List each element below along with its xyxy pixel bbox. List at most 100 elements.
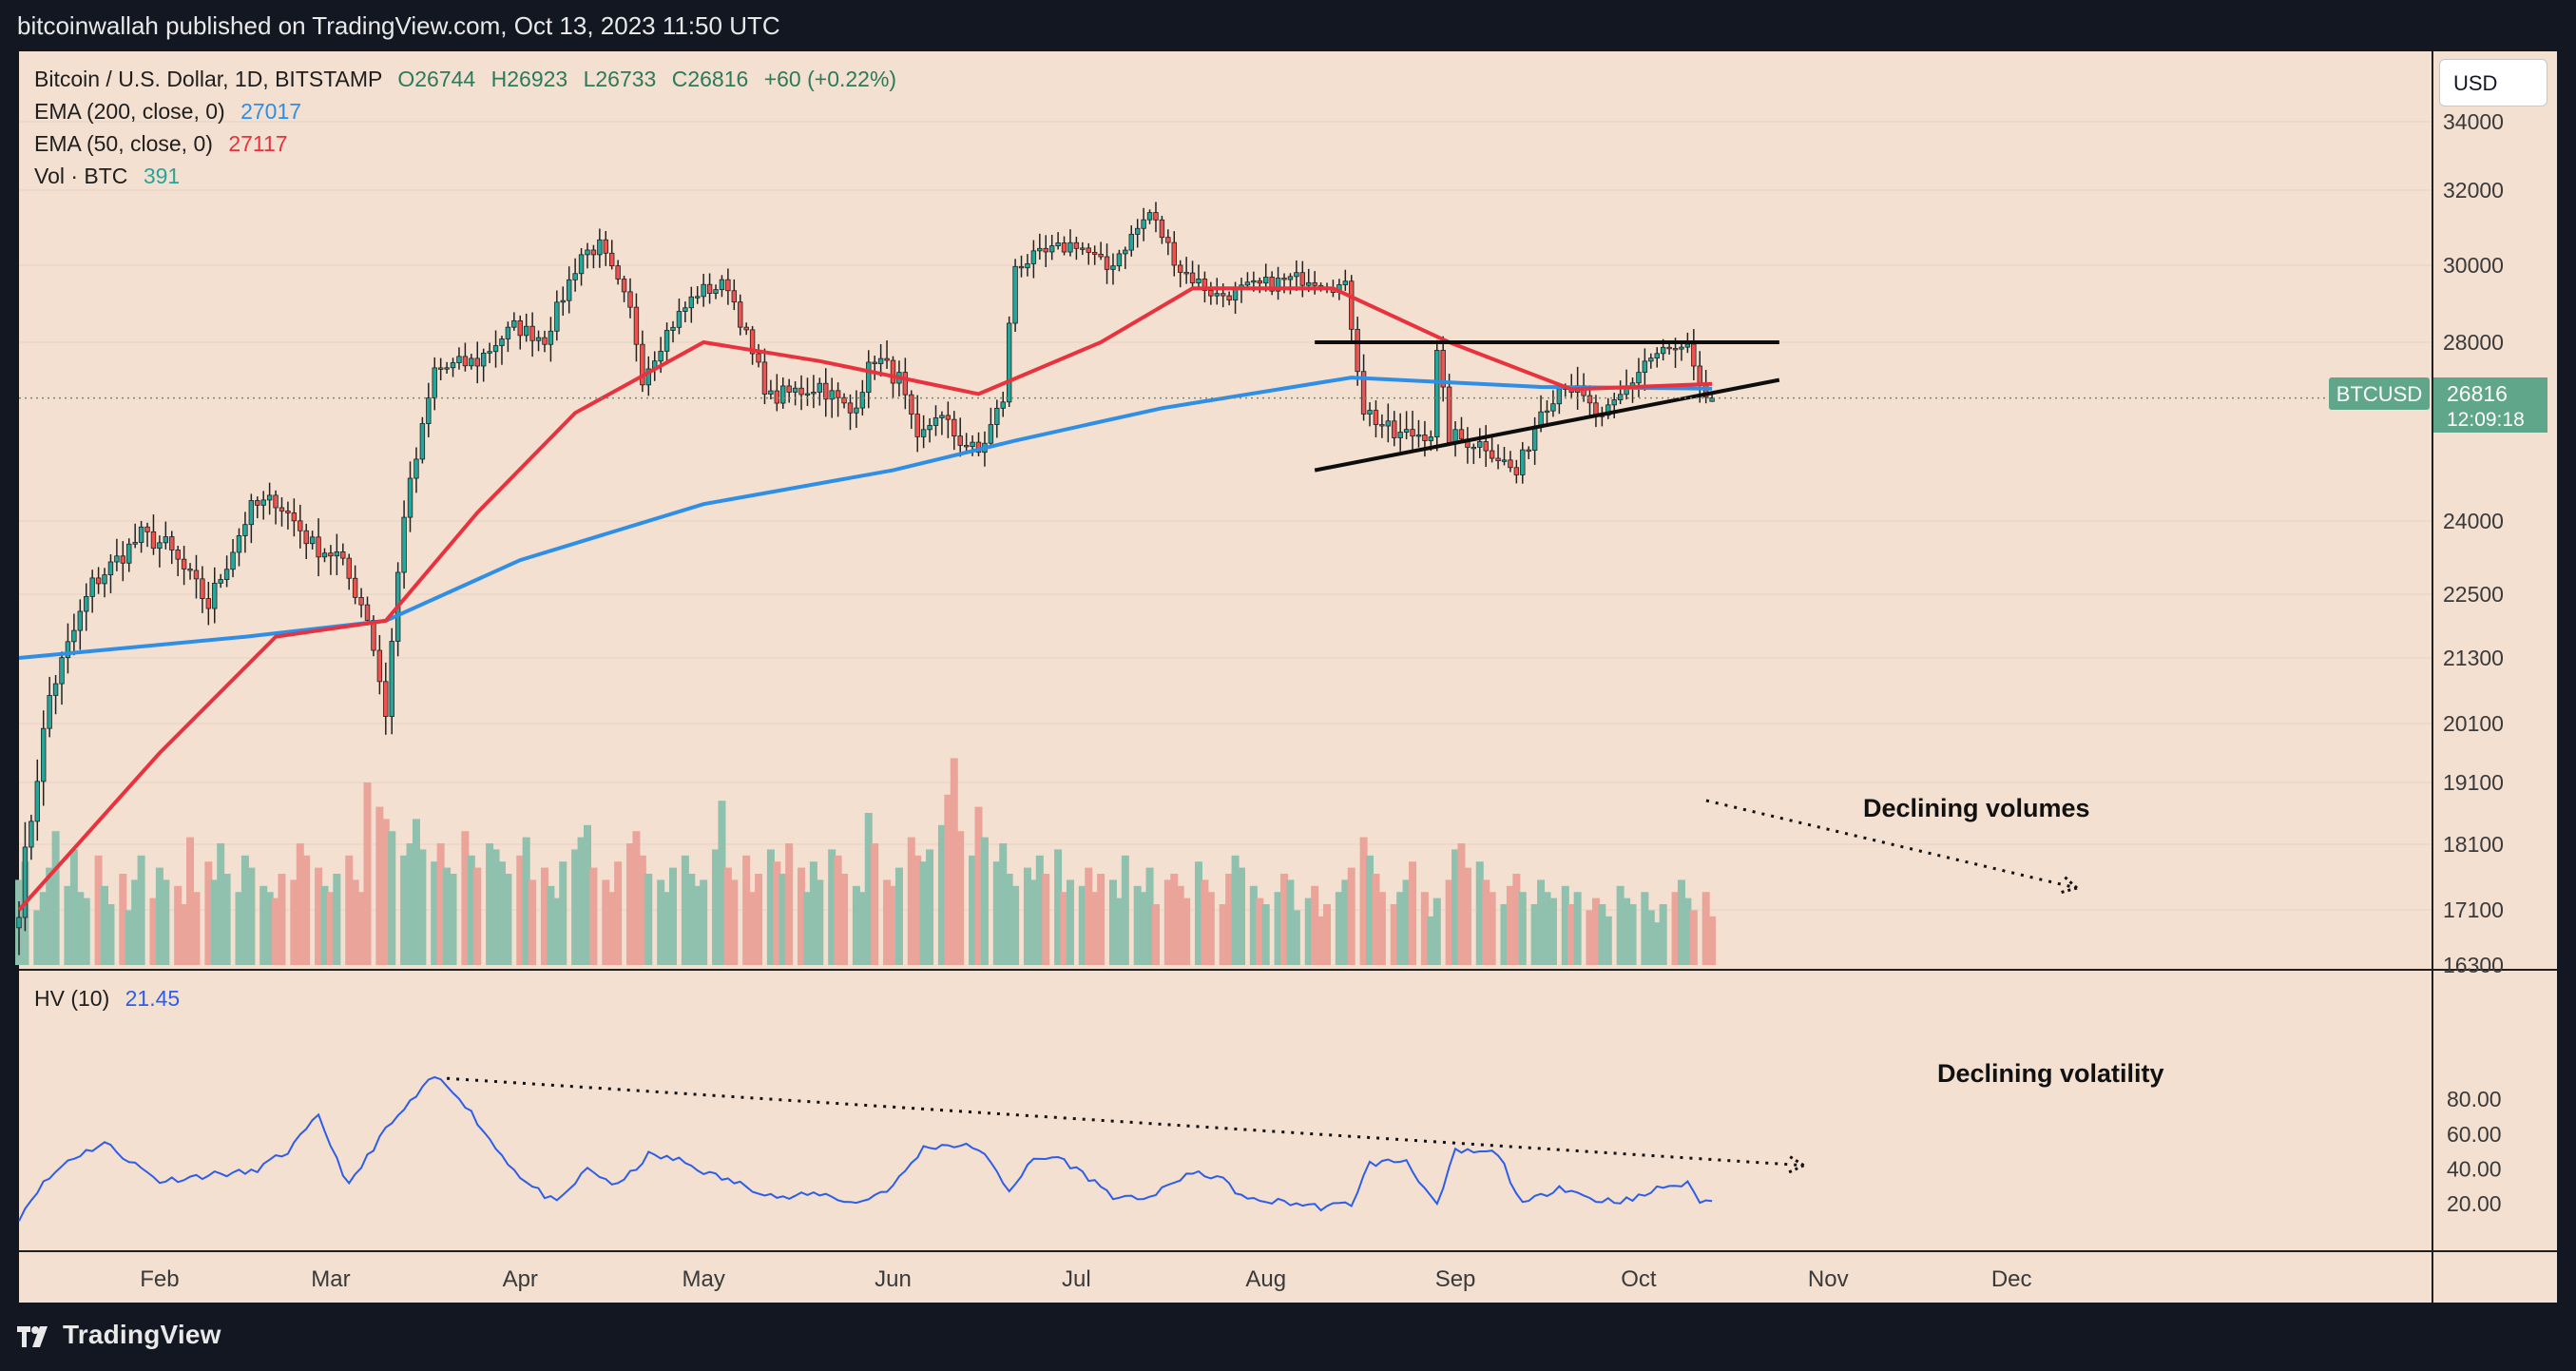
legend-hv[interactable]: HV (10) 21.45 [34, 986, 180, 1012]
volume-bar [571, 849, 580, 965]
volume-bar [1427, 916, 1435, 965]
volume-bar [773, 861, 781, 965]
candle-body [988, 424, 994, 444]
volume-bar [375, 806, 384, 965]
candle-body [890, 359, 896, 384]
ema200-label: EMA (200, close, 0) [34, 99, 225, 124]
candle-body [738, 301, 743, 328]
candle-body [603, 239, 608, 254]
volume-bar [315, 867, 323, 965]
candle-body [236, 535, 242, 553]
volume-bar [388, 831, 396, 965]
symbol-tag-bg [2329, 377, 2430, 410]
price-axis-label: 22500 [2443, 582, 2504, 607]
candle-body [1379, 424, 1385, 427]
symbol-tag-text: BTCUSD [2336, 382, 2422, 406]
volume-bar [119, 874, 127, 965]
volume-bar [1409, 861, 1417, 965]
volume-bar [326, 892, 335, 965]
currency-button[interactable]: USD [2439, 59, 2547, 106]
tradingview-logo[interactable]: TradingView [17, 1320, 221, 1350]
legend-ema50[interactable]: EMA (50, close, 0) 27117 [34, 131, 288, 157]
candle-body [1495, 457, 1501, 462]
volume-bar [1604, 916, 1612, 965]
volume-bar [577, 837, 586, 965]
candle-body [1269, 277, 1275, 292]
candle-body [1349, 280, 1355, 330]
candle-body [132, 542, 138, 545]
tradingview-logo-icon [17, 1325, 48, 1347]
candle-body [1586, 395, 1593, 404]
legend-low: L26733 [583, 67, 657, 91]
volume-bar [333, 874, 341, 965]
volume-bar [106, 904, 115, 965]
volume-bar [1366, 855, 1375, 965]
candle-body [1684, 343, 1691, 348]
candle-body [523, 325, 529, 337]
volume-bar [1659, 904, 1667, 965]
volume-bar [730, 879, 739, 965]
candle-body [163, 536, 169, 544]
candle-body [841, 396, 847, 404]
candle-body [309, 536, 316, 545]
candle-body [1672, 348, 1679, 351]
volume-bar [681, 855, 689, 965]
time-axis-labels: Feb Mar Apr May Jun Jul Aug Sep Oct Nov Dec [140, 1266, 2031, 1292]
volume-bar [748, 892, 757, 965]
price-axis-label: 28000 [2443, 330, 2504, 355]
candle-body [181, 558, 187, 570]
legend-volume[interactable]: Vol · BTC 391 [34, 164, 180, 189]
volume-bar [1163, 879, 1172, 965]
candle-body [1531, 427, 1538, 452]
hv-axis-label: 80.00 [2447, 1087, 2502, 1111]
volume-bar [1323, 904, 1332, 965]
volume-bar [1683, 898, 1692, 965]
volatility-trend-arrow-head [1788, 1154, 1805, 1168]
candle-body [193, 570, 200, 580]
candle-body [22, 846, 29, 918]
candle-body [859, 392, 866, 409]
chart-area[interactable]: 34000 32000 30000 28000 24000 22500 21300 20100… [0, 51, 2576, 1303]
volume-bar [1689, 910, 1698, 965]
volume-bar [1249, 885, 1258, 965]
volume-bar [638, 855, 646, 965]
volume-bar [1641, 892, 1649, 965]
candle-body [1025, 262, 1030, 269]
volume-bar [552, 898, 561, 965]
volume-bar [742, 855, 751, 965]
candle-body [1043, 247, 1048, 253]
candle-body [260, 499, 266, 506]
candle-body [792, 387, 798, 393]
candle-body [84, 595, 89, 612]
volume-bar [1457, 843, 1466, 965]
candle-body [1006, 322, 1012, 403]
candle-body [854, 407, 859, 414]
volume-bar [547, 885, 555, 965]
candle-body [65, 641, 71, 659]
volume-bar [1011, 885, 1020, 965]
candle-body [927, 425, 932, 431]
candle-body [658, 350, 663, 362]
volume-bar [296, 843, 304, 965]
volume-bar [1311, 885, 1319, 965]
volume-bar [1701, 892, 1710, 965]
candle-body [749, 329, 756, 355]
candle-body [1513, 467, 1520, 475]
candle-body [1030, 250, 1037, 264]
volume-bar [76, 892, 85, 965]
volume-bar [858, 892, 867, 965]
volume-bar [1042, 874, 1050, 965]
candle-body [1208, 290, 1214, 297]
candle-body [627, 291, 633, 308]
volume-bar [1170, 874, 1179, 965]
candle-body [1471, 446, 1477, 450]
candle-body [1428, 436, 1434, 441]
volume-bar [1286, 879, 1295, 965]
volume-bar [1182, 898, 1191, 965]
time-axis-label: Mar [311, 1266, 350, 1292]
volume-bar [974, 806, 983, 965]
legend-ema200[interactable]: EMA (200, close, 0) 27017 [34, 99, 301, 125]
candle-body [1201, 279, 1208, 291]
volatility-trend-arrow [447, 1076, 1804, 1168]
candle-body [786, 385, 792, 393]
